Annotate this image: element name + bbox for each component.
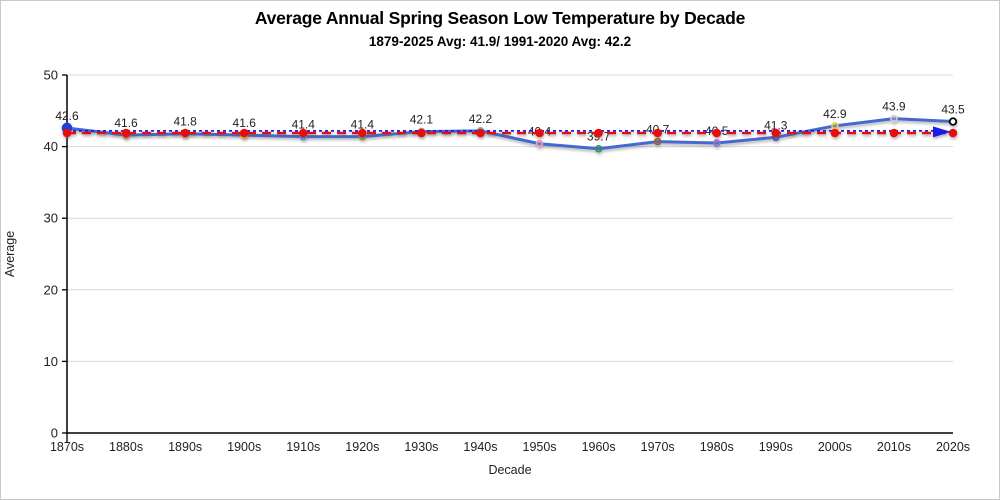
chart-subtitle: 1879-2025 Avg: 41.9/ 1991-2020 Avg: 42.2 <box>368 34 632 49</box>
avg-line-marker <box>358 128 367 138</box>
x-tick-label: 1910s <box>286 440 320 454</box>
data-label: 43.9 <box>882 100 906 114</box>
x-tick-label: 1940s <box>463 440 497 454</box>
data-label: 41.4 <box>351 118 375 132</box>
chart-title: Average Annual Spring Season Low Tempera… <box>254 8 746 28</box>
data-label: 41.8 <box>173 115 197 129</box>
x-tick-label: 1950s <box>523 440 557 454</box>
data-label: 41.3 <box>764 118 788 132</box>
y-tick-label: 40 <box>44 139 58 154</box>
x-axis-title: Decade <box>488 463 532 477</box>
y-tick-label: 50 <box>44 68 58 83</box>
avg-line-marker <box>62 128 72 138</box>
y-tick-label: 30 <box>44 211 58 226</box>
y-tick-label: 0 <box>51 426 58 441</box>
x-tick-label: 1930s <box>404 440 438 454</box>
data-label: 42.9 <box>823 107 847 121</box>
data-point-marker <box>948 117 958 126</box>
avg-line-marker <box>180 128 190 138</box>
avg-line-marker <box>121 128 131 138</box>
x-tick-label: 1880s <box>109 440 143 454</box>
data-label: 42.1 <box>410 113 434 127</box>
avg-line-marker <box>476 128 485 138</box>
x-tick-label: 1960s <box>582 440 616 454</box>
data-label: 41.6 <box>233 116 257 130</box>
avg-line-marker <box>712 128 722 138</box>
data-label: 41.6 <box>114 116 138 130</box>
avg-line-marker <box>298 128 308 138</box>
avg-line-marker <box>594 128 603 138</box>
data-point-marker <box>653 137 662 146</box>
avg-line-marker <box>417 128 426 138</box>
x-tick-label: 2000s <box>818 440 852 454</box>
avg-line-marker <box>948 128 958 138</box>
line-end-arrow-icon <box>933 126 951 138</box>
avg-line-marker <box>535 128 544 138</box>
y-tick-label: 20 <box>44 282 58 297</box>
x-tick-label: 1980s <box>700 440 734 454</box>
data-point-marker <box>712 139 721 147</box>
data-point-marker <box>594 144 603 153</box>
x-tick-label: 1970s <box>641 440 675 454</box>
avg-line-marker <box>830 128 840 138</box>
data-label: 43.5 <box>941 103 965 117</box>
data-label: 42.2 <box>469 112 493 126</box>
data-point-marker <box>535 139 544 148</box>
data-label: 42.6 <box>55 109 79 123</box>
x-tick-label: 1870s <box>50 440 84 454</box>
x-tick-label: 1900s <box>227 440 261 454</box>
y-tick-label: 10 <box>44 354 58 369</box>
x-tick-label: 1990s <box>759 440 793 454</box>
avg-line-marker <box>239 128 249 138</box>
x-tick-label: 2010s <box>877 440 911 454</box>
data-label: 41.4 <box>292 118 316 132</box>
avg-line-marker <box>771 128 781 138</box>
data-point-marker <box>890 114 898 123</box>
x-tick-label: 2020s <box>936 440 970 454</box>
x-tick-label: 1890s <box>168 440 202 454</box>
avg-line-marker <box>889 128 899 138</box>
avg-line-marker <box>653 128 662 138</box>
data-point-marker <box>831 122 839 130</box>
x-tick-label: 1920s <box>345 440 379 454</box>
